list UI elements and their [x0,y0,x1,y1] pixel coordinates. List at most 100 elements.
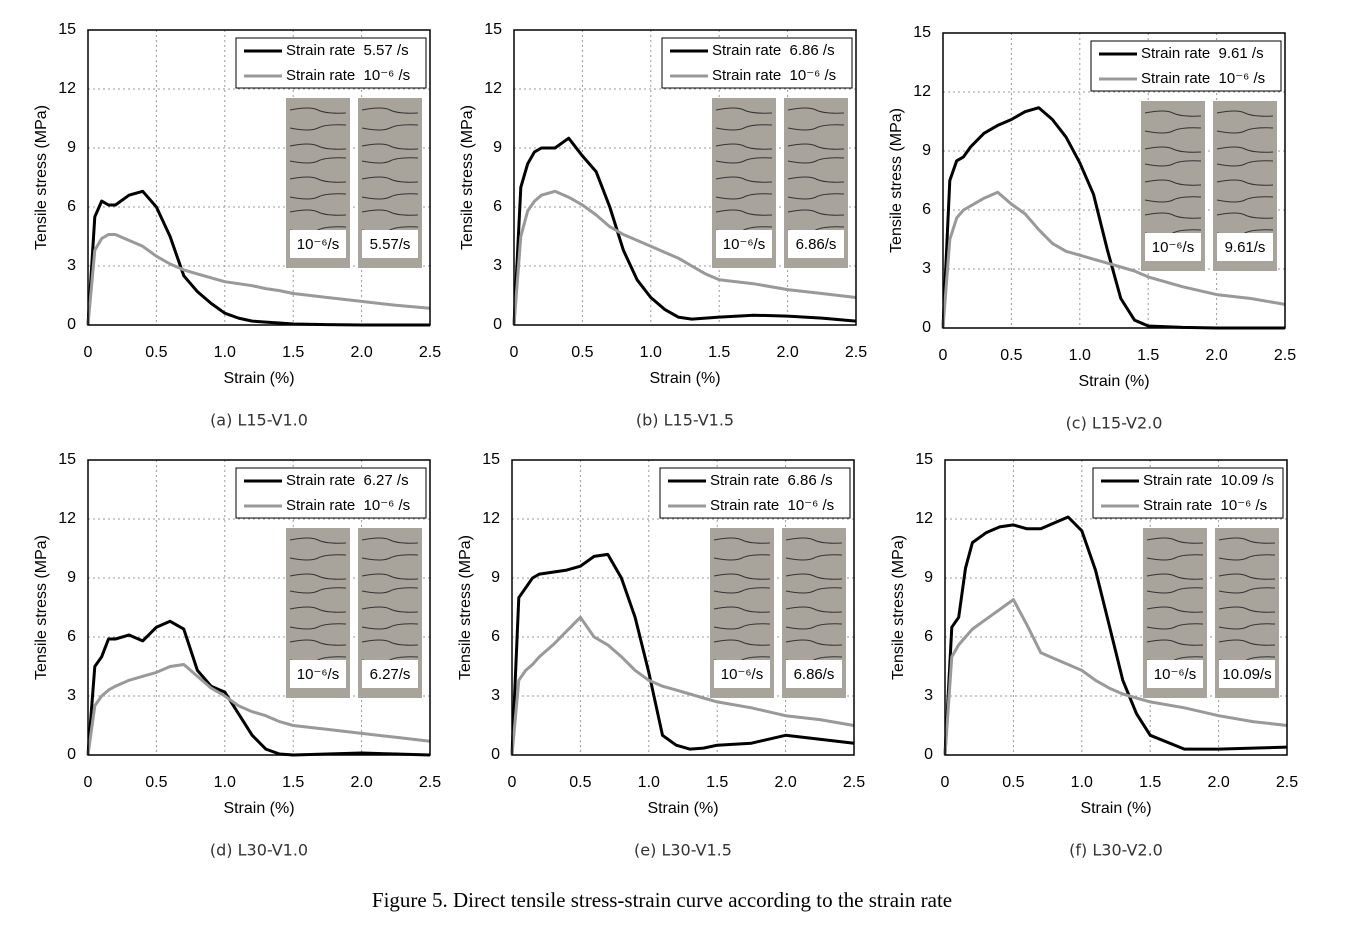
y-tick-label: 9 [491,569,500,586]
crack [787,107,845,114]
crack [1146,573,1204,580]
plot-frame [87,29,431,326]
x-tick-label: 2.5 [1276,774,1298,791]
y-tick-label: 9 [922,142,931,159]
x-axis-label: Strain (%) [647,800,718,817]
legend-label: Strain rate 10⁻⁶ /s [286,497,410,514]
panel-caption: (b) L15-V1.5 [636,411,734,430]
legend-label: Strain rate 10.09 /s [1143,472,1274,489]
x-tick-label: 0.5 [145,344,167,361]
x-tick-label: 1.5 [1137,347,1159,364]
y-tick-label: 6 [924,628,933,645]
crack [787,209,845,216]
photo-label-box [290,660,346,688]
photo-label: 6.27/s [370,666,411,683]
legend-box [235,37,427,89]
crack [361,157,419,164]
crack [1216,127,1274,134]
y-tick-label: 15 [482,451,500,468]
crack [713,554,771,561]
crack [289,639,347,646]
photo-label: 10⁻⁶/s [1154,666,1196,683]
crack [361,176,419,183]
crack [785,573,843,580]
x-tick-label: 0 [939,347,948,364]
x-tick-label: 2.0 [776,344,798,361]
series-line [510,615,855,756]
crack [289,554,347,561]
crack [1218,606,1276,613]
photo-label: 9.61/s [1225,239,1266,256]
photo-label-box [1145,233,1201,261]
crack [289,193,347,200]
crack [785,554,843,561]
x-tick-label: 2.5 [419,774,441,791]
legend-box [1092,467,1284,519]
x-tick-label: 1.0 [1071,774,1093,791]
photo-label: 10.09/s [1222,666,1271,683]
crack [289,157,347,164]
photo-label-box [714,660,770,688]
plot-frame [87,459,431,756]
series-line [510,552,855,756]
photo-label-box [1147,660,1203,688]
photo-label-box [290,230,346,258]
photo-label: 5.57/s [370,236,411,253]
crack [713,587,771,594]
y-tick-label: 12 [58,80,76,97]
crack [1218,623,1276,630]
y-tick-label: 6 [67,198,76,215]
series-line [512,136,857,326]
y-axis-label: Tensile stress (MPa) [457,535,474,680]
crack [713,537,771,544]
y-tick-label: 9 [924,569,933,586]
photo-label: 10⁻⁶/s [297,236,339,253]
legend-label: Strain rate 9.61 /s [1141,45,1264,62]
x-tick-label: 1.0 [640,344,662,361]
crack [785,537,843,544]
legend-label: Strain rate 10⁻⁶ /s [1141,70,1265,87]
crack [1146,623,1204,630]
x-tick-label: 2.5 [419,344,441,361]
crack [1216,196,1274,203]
y-axis-label: Tensile stress (MPa) [459,105,476,250]
x-tick-label: 0 [84,774,93,791]
y-tick-label: 0 [67,316,76,333]
crack [289,573,347,580]
x-tick-label: 1.5 [1139,774,1161,791]
x-tick-label: 1.0 [1069,347,1091,364]
y-axis-label: Tensile stress (MPa) [33,105,50,250]
crack [361,554,419,561]
crack [1146,606,1204,613]
crack [1216,146,1274,153]
x-tick-label: 1.0 [214,344,236,361]
x-tick-label: 1.5 [282,344,304,361]
crack [787,193,845,200]
y-tick-label: 15 [484,21,502,38]
plot-frame [942,32,1286,329]
panel-caption: (a) L15-V1.0 [210,411,308,430]
x-tick-label: 2.0 [1205,347,1227,364]
y-tick-label: 12 [58,510,76,527]
crack [787,124,845,131]
photo-label-box [788,230,844,258]
crack [715,143,773,150]
series-line [512,189,857,326]
series-line [941,106,1285,330]
series-line [943,598,1288,756]
y-axis-label: Tensile stress (MPa) [33,535,50,680]
crack [715,107,773,114]
series-line [943,515,1288,756]
y-tick-label: 3 [922,260,931,277]
legend-box [661,37,853,89]
crack [361,573,419,580]
photo-label-box [362,230,418,258]
y-tick-label: 12 [913,83,931,100]
y-tick-label: 15 [915,451,933,468]
figure-caption: Figure 5. Direct tensile stress-strain c… [372,888,952,912]
plot-frame [511,459,855,756]
crack [1146,587,1204,594]
crack [1146,639,1204,646]
y-tick-label: 15 [913,24,931,41]
legend-box [1090,40,1282,92]
